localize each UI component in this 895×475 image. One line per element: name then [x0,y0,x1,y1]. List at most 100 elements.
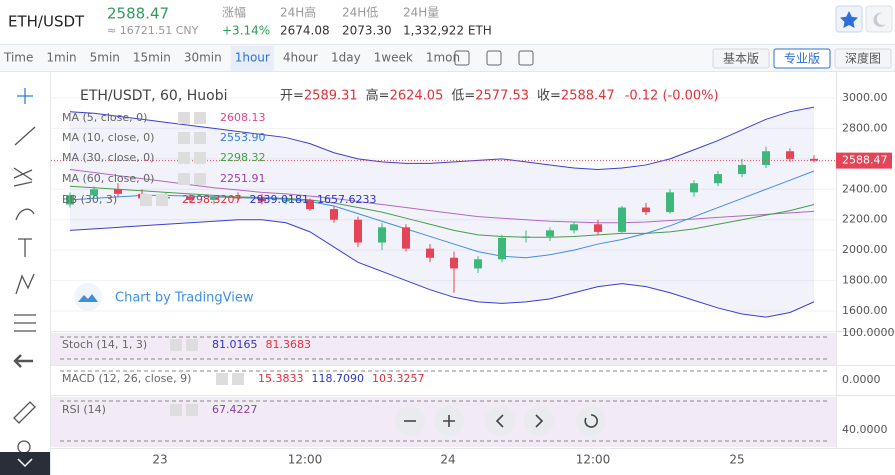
study-value: 81.3683 [266,338,312,351]
ohlc-label: 高= [366,88,390,104]
view-button[interactable] [773,48,831,69]
crosshair-tool[interactable] [17,88,33,104]
stat-value: 1,332,922 ETH [403,24,492,38]
theme-button[interactable] [865,5,893,33]
study-value: 2608.13 [220,111,266,124]
interval-button[interactable]: 1mon [426,51,460,65]
ohlc-value: 2577.53 [475,89,529,104]
study-name: Stoch (14, 1, 3) [62,338,147,351]
study-close[interactable] [232,373,244,385]
interval-button[interactable]: 30min [184,51,222,65]
study-settings[interactable] [170,339,182,351]
watermark-icon [78,294,98,302]
ruler-tool[interactable] [13,401,36,424]
back-tool[interactable] [13,354,33,368]
price-tick-label: 3000.00 [842,91,888,104]
study-settings[interactable] [140,194,152,206]
pane-bg [51,333,836,365]
view-button[interactable] [834,48,892,69]
study-settings[interactable] [178,173,190,185]
collapse-button[interactable] [0,452,50,475]
candle-body [738,164,746,175]
pane-bg [51,367,836,395]
measure-tool[interactable] [14,314,36,332]
ma60-line [69,169,815,224]
time-label: 12:00 [576,453,611,467]
interval-button[interactable]: 15min [133,51,171,65]
candle-body [186,196,194,200]
interval-button[interactable]: Time [3,51,33,65]
nav-icon [443,415,455,427]
candle-body [90,189,98,196]
brush-tool[interactable] [15,208,35,221]
nav-button[interactable] [485,406,515,436]
study-close[interactable] [186,404,198,416]
study-value: 1657.6233 [317,193,377,206]
study-name: MA (10, close, 0) [62,131,154,144]
interval-button[interactable]: 1min [46,51,76,65]
study-settings[interactable] [178,152,190,164]
price-tick-label: 2400.00 [842,182,888,195]
study-settings[interactable] [216,373,228,385]
candle-body [402,227,410,249]
view-button[interactable] [712,48,770,69]
candle-body [426,248,434,258]
interval-button[interactable]: 5min [90,51,120,65]
study-close[interactable] [194,152,206,164]
ma10-line [69,170,815,259]
toolbar-icon[interactable] [518,50,534,66]
toolbar-icon[interactable] [454,50,470,66]
study-close[interactable] [156,194,168,206]
study-value: 81.0165 [212,338,258,351]
study-settings[interactable] [170,404,182,416]
candle-body [570,224,578,231]
pattern-tool[interactable] [15,273,35,295]
study-close[interactable] [194,132,206,144]
toolbar-icon[interactable] [486,50,502,66]
line-tool[interactable] [14,126,36,146]
study-value: 2298.3207 [182,193,242,206]
price-tick-label: 1600.00 [842,304,888,317]
candle-body [546,230,554,237]
stat-label: 涨幅 [222,5,246,20]
nav-button[interactable] [576,406,606,436]
drawing-tools [13,88,36,454]
study-name: MA (5, close, 0) [62,111,147,124]
bb-upper-line [69,106,815,171]
stat-label: 24H低 [342,6,378,20]
stat-label: 24H高 [280,5,316,20]
study-settings[interactable] [178,132,190,144]
price-tick-label: 2200.00 [842,213,888,226]
nav-button[interactable] [524,406,554,436]
time-label: 25 [729,453,744,467]
interval-button[interactable]: 4hour [283,51,318,65]
pane-axis-label: 100.0000 [842,326,895,339]
study-name: BB (30, 3) [62,193,117,206]
price-tick-label: 2000.00 [842,243,888,256]
text-tool[interactable] [18,238,32,257]
stat-value: +3.14% [222,24,270,38]
candle-body [594,224,602,232]
pane-axis-label: 0.0000 [842,373,881,386]
interval-button[interactable]: 1week [374,51,413,65]
interval-button[interactable]: 1day [331,51,361,65]
watermark: Chart by TradingView [115,291,254,306]
interval-button[interactable]: 1hour [235,51,270,65]
study-close[interactable] [186,339,198,351]
ohlc-label: 收= [537,89,561,104]
study-value: 15.3833 [258,372,304,385]
study-value: 103.3257 [372,372,425,385]
ohlc-value: 2588.47 [561,89,615,104]
study-settings[interactable] [178,112,190,124]
study-close[interactable] [194,112,206,124]
fib-tool[interactable] [13,167,33,187]
study-close[interactable] [194,173,206,185]
view-label: 专业版 [784,51,820,66]
candle-body [258,198,266,202]
study-name: MA (30, close, 0) [62,151,154,164]
candle-body [474,259,482,269]
candle-body [114,189,122,194]
candle-body [306,199,314,210]
nav-icon [584,414,598,428]
study-name: RSI (14) [62,403,106,416]
